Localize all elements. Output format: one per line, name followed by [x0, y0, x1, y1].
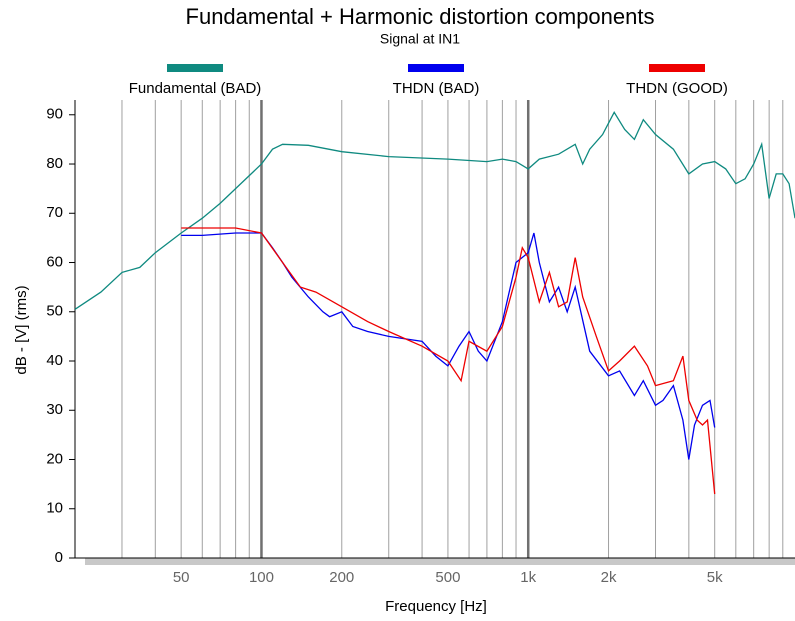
y-tick-label: 20 [46, 450, 63, 467]
y-tick-label: 70 [46, 204, 63, 221]
y-tick-label: 10 [46, 500, 63, 517]
y-tick-label: 60 [46, 253, 63, 270]
x-axis-band [85, 558, 795, 565]
y-tick-label: 30 [46, 401, 63, 418]
legend-label: THDN (GOOD) [626, 80, 728, 97]
y-tick-label: 40 [46, 352, 63, 369]
x-tick-label: 5k [707, 569, 723, 586]
legend-label: THDN (BAD) [393, 80, 480, 97]
x-tick-label: 200 [329, 569, 354, 586]
y-tick-label: 50 [46, 303, 63, 320]
x-axis-label: Frequency [Hz] [385, 598, 487, 615]
x-tick-label: 2k [601, 569, 617, 586]
y-axis-label: dB - [V] (rms) [13, 285, 30, 374]
x-tick-label: 500 [435, 569, 460, 586]
chart-title: Fundamental + Harmonic distortion compon… [186, 4, 655, 29]
legend-swatch [167, 64, 223, 72]
chart-subtitle: Signal at IN1 [380, 31, 460, 47]
x-tick-label: 50 [173, 569, 190, 586]
legend-swatch [649, 64, 705, 72]
y-tick-label: 0 [55, 549, 63, 566]
legend-label: Fundamental (BAD) [129, 80, 262, 97]
legend-swatch [408, 64, 464, 72]
series-line [74, 110, 795, 310]
y-tick-label: 90 [46, 106, 63, 123]
y-tick-label: 80 [46, 155, 63, 172]
x-tick-label: 100 [249, 569, 274, 586]
x-tick-label: 1k [520, 569, 536, 586]
series-line [181, 227, 716, 495]
series-line [181, 232, 716, 460]
